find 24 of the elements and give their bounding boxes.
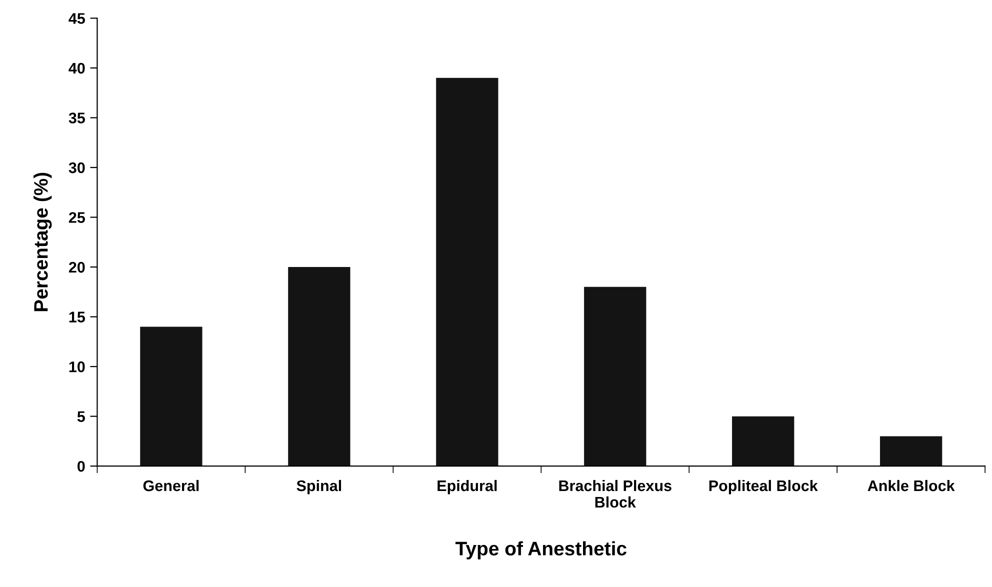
y-tick-label: 25 (68, 212, 85, 223)
bar (880, 436, 942, 466)
bar (288, 267, 350, 466)
y-tick-label: 45 (68, 13, 85, 24)
y-tick-label: 35 (68, 112, 85, 124)
x-tick-label: Brachial Plexus Block (559, 480, 672, 508)
y-tick-label: 5 (77, 411, 85, 422)
bar (584, 286, 646, 466)
bar (140, 326, 202, 466)
y-tick-label: 40 (68, 62, 85, 74)
y-tick-label: 0 (78, 460, 85, 472)
bar (732, 416, 794, 466)
x-tick-label: Popliteal Block (709, 480, 818, 494)
y-axis-title: Percentage (%) (34, 172, 52, 312)
x-tick-label: General (143, 480, 199, 492)
bar (436, 78, 498, 466)
y-tick-label: 15 (69, 312, 85, 322)
x-tick-label: Epidural (438, 480, 497, 494)
x-tick-label: Spinal (296, 480, 342, 494)
x-axis-title: Type of Anesthetic (455, 541, 626, 560)
y-tick-label: 10 (69, 361, 85, 372)
x-tick-label: Ankle Block (868, 480, 955, 492)
y-tick-label: 30 (68, 162, 85, 174)
y-tick-label: 20 (68, 262, 85, 273)
